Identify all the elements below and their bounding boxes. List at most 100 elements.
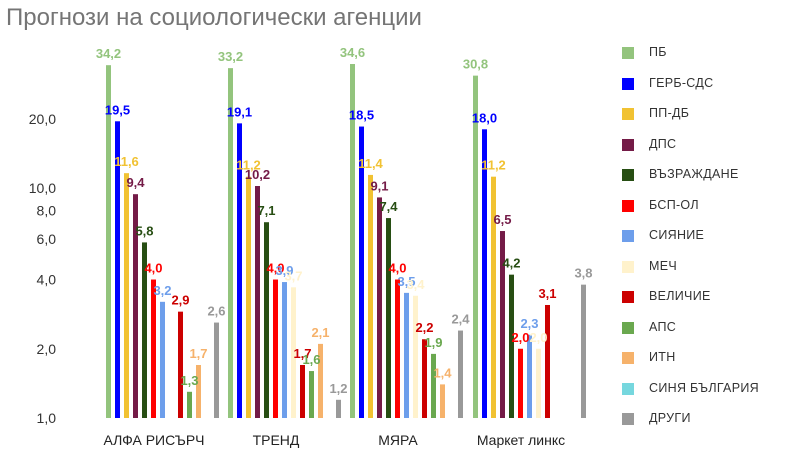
data-label: 11,2 <box>236 158 261 173</box>
bar <box>509 274 514 418</box>
bar <box>500 231 505 418</box>
bar <box>527 334 532 418</box>
bar <box>255 186 260 418</box>
data-label: 11,6 <box>114 154 139 169</box>
legend-swatch <box>622 138 634 151</box>
category-label: МЯРА <box>378 432 418 448</box>
legend-label: ДРУГИ <box>649 411 691 425</box>
data-label: 33,2 <box>218 49 243 64</box>
legend-label: БСП-ОЛ <box>649 197 699 212</box>
y-tick-label: 8,0 <box>37 202 57 218</box>
legend-swatch <box>622 291 634 303</box>
bar <box>473 75 478 419</box>
legend-label: АПС <box>649 319 677 334</box>
data-label: 19,5 <box>105 102 130 117</box>
bar <box>491 176 496 418</box>
bar <box>395 279 400 418</box>
data-label: 9,4 <box>126 175 145 190</box>
data-label: 2,2 <box>415 320 433 335</box>
category-label: АЛФА РИСЪРЧ <box>103 432 204 448</box>
y-tick-label: 10,0 <box>29 180 56 196</box>
legend-swatch <box>622 77 634 90</box>
bar <box>142 242 147 418</box>
legend-label: ГЕРБ-СДС <box>649 75 714 90</box>
legend-swatch <box>622 382 634 395</box>
bar <box>518 348 523 418</box>
legend-swatch <box>622 260 634 273</box>
bar <box>440 384 445 418</box>
legend-swatch <box>622 352 634 364</box>
data-label: 2,6 <box>207 304 225 319</box>
bar <box>124 173 129 418</box>
legend-label: СИЯНИЕ <box>649 228 705 242</box>
y-tick-label: 6,0 <box>37 231 57 247</box>
data-label: 3,1 <box>538 286 556 301</box>
data-label: 34,6 <box>340 45 365 60</box>
data-label: 1,9 <box>424 335 442 350</box>
y-tick-label: 1,0 <box>37 410 57 426</box>
bar <box>336 399 341 418</box>
data-label: 3,7 <box>284 268 302 283</box>
data-label: 3,5 <box>397 274 415 289</box>
bar <box>291 287 296 418</box>
data-label: 1,3 <box>180 373 198 388</box>
bar <box>273 279 278 418</box>
bar <box>458 330 463 418</box>
data-label: 6,5 <box>493 212 511 227</box>
legend-swatch <box>622 108 634 120</box>
y-tick-label: 2,0 <box>37 341 57 357</box>
bar <box>422 339 427 418</box>
category-label: Маркет линкс <box>477 432 565 448</box>
bar <box>536 348 541 418</box>
data-label: 11,2 <box>481 158 506 173</box>
bar <box>151 279 156 418</box>
legend-label: ПП-ДБ <box>649 106 690 120</box>
data-label: 4,0 <box>144 261 162 276</box>
legend-label: ДПС <box>649 136 677 151</box>
bar <box>368 174 373 418</box>
data-label: 3,9 <box>275 263 293 278</box>
legend-label: ПБ <box>649 45 667 59</box>
data-label: 3,2 <box>153 283 171 298</box>
bar <box>300 364 305 418</box>
data-label: 4,2 <box>502 256 520 271</box>
legend-label: ИТН <box>649 350 676 364</box>
bar <box>115 121 120 418</box>
data-label: 2,1 <box>311 325 329 340</box>
data-label: 34,2 <box>96 46 121 61</box>
data-label: 18,5 <box>349 108 374 123</box>
y-tick-label: 20,0 <box>29 111 56 127</box>
data-label: 7,1 <box>257 203 275 218</box>
bar <box>431 353 436 418</box>
bar <box>178 311 183 418</box>
legend-label: СИНЯ БЪЛГАРИЯ <box>649 380 759 395</box>
data-label: 18,0 <box>472 110 497 125</box>
bar <box>264 222 269 418</box>
bar <box>214 322 219 418</box>
legend-swatch <box>622 413 634 425</box>
bar <box>413 295 418 418</box>
legend-label: МЕЧ <box>649 258 677 273</box>
bar <box>187 391 192 418</box>
bar <box>377 197 382 418</box>
legend-swatch <box>622 169 634 181</box>
data-label: 2,0 <box>511 330 529 345</box>
data-label: 1,4 <box>433 365 452 380</box>
data-label: 30,8 <box>463 57 488 72</box>
category-label: ТРЕНД <box>253 432 300 448</box>
chart-title: Прогнози на социологически агенции <box>6 4 422 31</box>
data-label: 3,4 <box>406 277 425 292</box>
bar <box>196 364 201 418</box>
data-label: 1,2 <box>329 381 347 396</box>
bar <box>160 301 165 418</box>
bar <box>545 304 550 418</box>
data-label: 1,7 <box>293 346 311 361</box>
data-label: 10,2 <box>245 167 270 182</box>
legend-swatch <box>622 47 634 59</box>
data-label: 9,1 <box>370 178 388 193</box>
data-label: 2,3 <box>520 316 538 331</box>
data-label: 4,0 <box>266 261 284 276</box>
y-tick-label: 4,0 <box>37 272 57 288</box>
data-label: 7,4 <box>379 199 398 214</box>
